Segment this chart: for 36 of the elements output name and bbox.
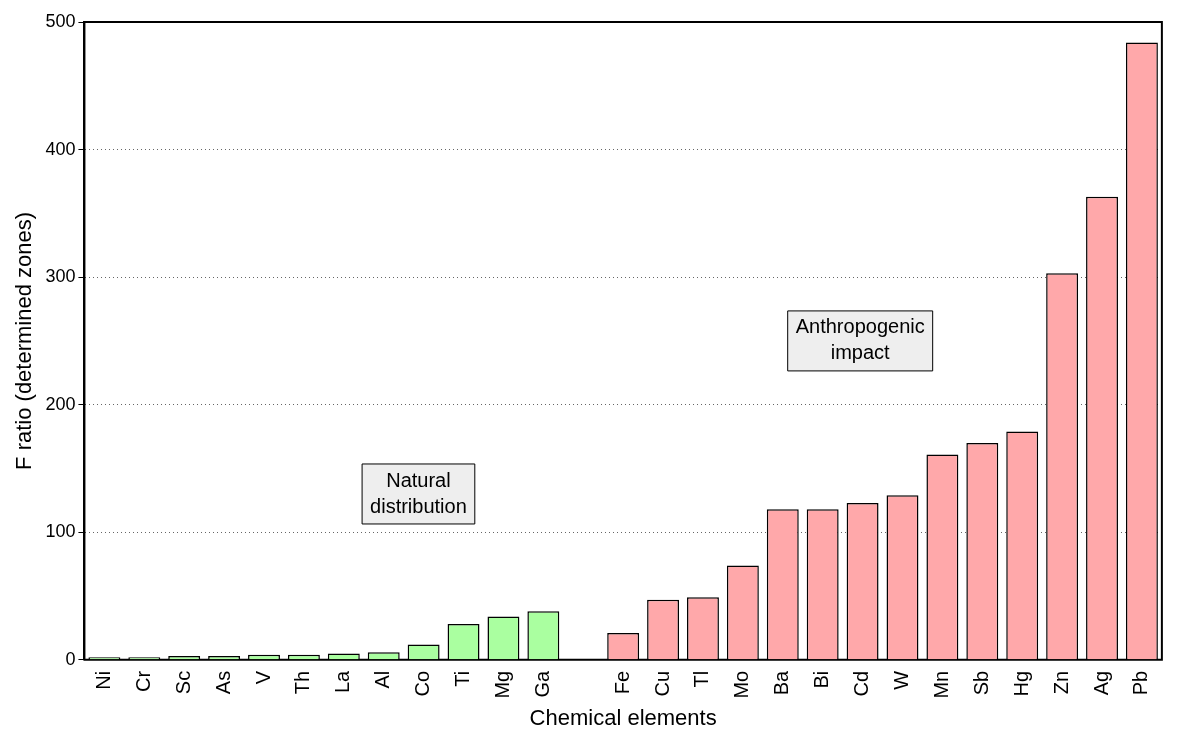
x-tick-label: Ni	[91, 670, 114, 690]
x-tick-label: As	[211, 670, 234, 695]
x-tick-label: Mo	[730, 670, 753, 699]
x-tick-label: Mn	[929, 670, 952, 699]
x-tick-label: Al	[371, 670, 394, 689]
x-tick-label: Ba	[770, 669, 793, 696]
x-tick-label: Zn	[1049, 670, 1072, 695]
x-tick-label: V	[251, 670, 274, 685]
x-tick-label: Cr	[131, 670, 154, 692]
x-tick-label: Cd	[850, 670, 873, 697]
x-tick-label: Sc	[171, 670, 194, 695]
x-tick-label: La	[331, 669, 354, 694]
x-tick-label: Hg	[1009, 670, 1032, 697]
x-tick-label: Ag	[1089, 670, 1112, 696]
annotation: Natural distribution	[370, 468, 467, 517]
x-tick-label: Pb	[1129, 670, 1152, 696]
y-axis-title: F ratio (determined zones)	[11, 211, 37, 470]
y-tick-label: 500	[45, 10, 76, 31]
x-tick-label: W	[890, 670, 913, 690]
x-tick-label: Ga	[530, 669, 553, 698]
x-tick-label: Co	[411, 670, 434, 697]
x-tick-label: Th	[291, 670, 314, 695]
x-tick-label: Ti	[451, 670, 474, 687]
y-tick-label: 400	[45, 138, 76, 159]
y-tick-label: 300	[45, 266, 76, 287]
x-tick-label: Bi	[810, 670, 833, 689]
x-tick-label: Mg	[490, 670, 513, 699]
x-tick-label: Tl	[690, 670, 713, 688]
annotation: Anthropogenic impact	[795, 315, 925, 364]
y-tick-label: 100	[45, 521, 76, 542]
x-tick-label: Cu	[650, 670, 673, 697]
x-tick-label: Sb	[969, 670, 992, 696]
y-tick-label: 0	[65, 648, 76, 669]
x-tick-label: Fe	[610, 670, 633, 695]
y-tick-label: 200	[45, 393, 76, 414]
x-axis-title: Chemical elements	[529, 704, 717, 730]
